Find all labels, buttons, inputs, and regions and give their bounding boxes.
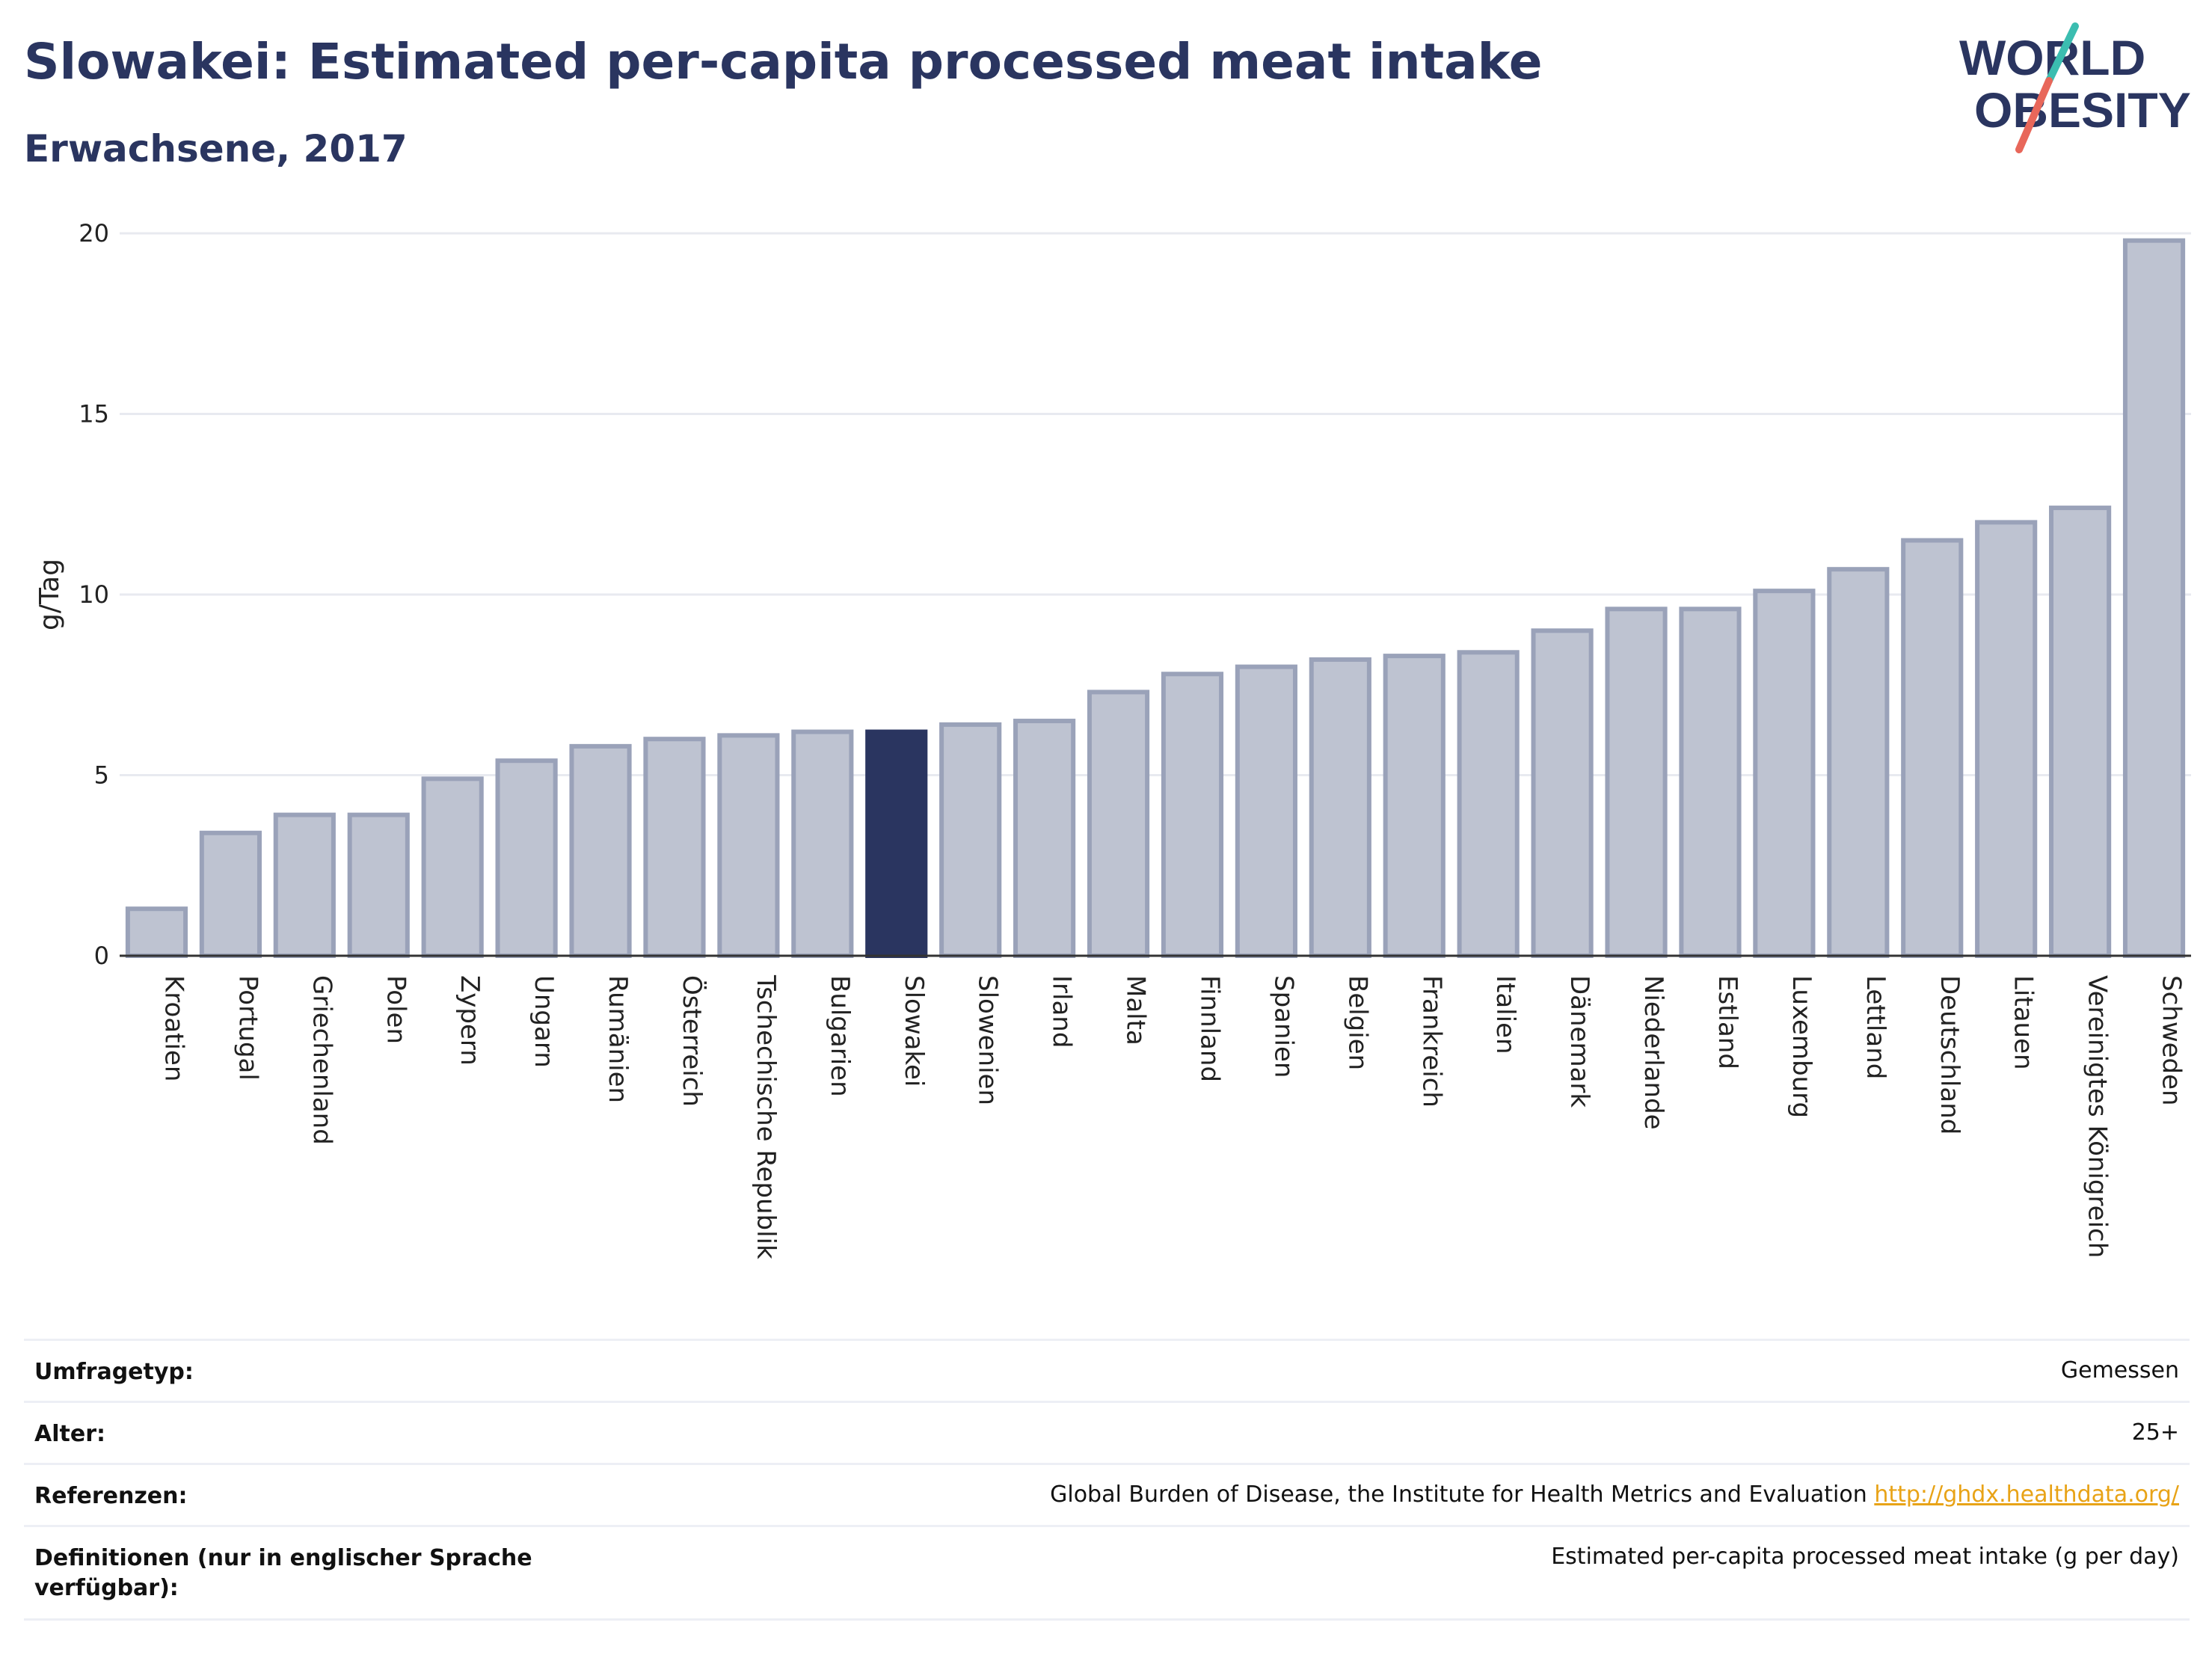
meta-value: 25+ [2131,1419,2179,1446]
x-tick-label: Estland [1712,975,1742,1069]
x-tick-label: Schweden [2157,975,2187,1106]
x-tick-label: Deutschland [1935,975,1964,1134]
y-tick-label: 20 [79,219,109,248]
world-obesity-logo[interactable]: WORLD OBESITY [1944,15,2199,165]
logo-slash-red [2015,77,2053,153]
meta-row-definitions: Definitionen (nur in englischer Sprache … [24,1525,2190,1621]
metadata-table: Umfragetyp: Gemessen Alter: 25+ Referenz… [24,1339,2190,1621]
logo-slash-teal [2045,22,2079,85]
bar-niederlande[interactable] [1605,607,1668,958]
meta-row-age: Alter: 25+ [24,1401,2190,1463]
bar-slowenien[interactable] [939,722,1002,958]
y-tick-labels: 0 5 10 15 20 [79,219,109,970]
meta-label: Definitionen (nur in englischer Sprache … [34,1545,532,1601]
y-tick-label: 0 [94,942,109,970]
x-tick-label: Luxemburg [1787,975,1816,1118]
bar-irland[interactable] [1013,719,1076,958]
x-tick-label: Ungarn [529,975,559,1068]
x-tick-label: Frankreich [1416,975,1446,1108]
meta-value: Global Burden of Disease, the Institute … [1050,1481,2179,1508]
bar-dänemark[interactable] [1531,628,1594,958]
x-tick-label: Bulgarien [825,975,855,1097]
bar-spanien[interactable] [1235,664,1297,958]
bar-lettland[interactable] [1827,567,1890,958]
meta-value: Gemessen [2060,1357,2179,1384]
y-tick-label: 5 [94,761,109,790]
y-tick-label: 15 [79,400,109,429]
x-tick-label: Finnland [1194,975,1224,1082]
bar-slowakei[interactable] [865,729,928,958]
bar-italien[interactable] [1457,650,1520,959]
bar-luxemburg[interactable] [1753,589,1816,958]
x-tick-label: Griechenland [307,975,337,1145]
bar-griechenland[interactable] [273,812,336,958]
x-tick-label: Portugal [233,975,262,1081]
bar-zypern[interactable] [421,776,484,958]
x-tick-label: Litauen [2009,975,2039,1070]
bar-österreich[interactable] [643,737,706,958]
x-tick-label: Italien [1490,975,1520,1054]
bar-rumänien[interactable] [569,743,632,958]
x-tick-label: Slowakei [899,975,929,1087]
bar-kroatien[interactable] [125,906,188,958]
x-tick-label: Dänemark [1564,975,1594,1108]
x-tick-label: Irland [1047,975,1077,1048]
x-tick-label: Spanien [1268,975,1298,1078]
bar-chart: 0 5 10 15 20 Kroatien Portugal Griechenland Pol… [34,219,2191,1259]
bar-tschechische-republik[interactable] [717,733,780,958]
meta-label: Referenzen: [34,1483,188,1509]
bar-schweden[interactable] [2122,238,2186,959]
bars [125,238,2186,959]
meta-label: Umfragetyp: [34,1359,194,1385]
bar-ungarn[interactable] [495,758,558,958]
x-tick-label: Niederlande [1638,975,1668,1130]
x-tick-label: Tschechische Republik [751,974,781,1259]
x-tick-label: Malta [1121,975,1151,1045]
bar-vereinigtes-königreich[interactable] [2049,506,2112,958]
x-tick-label: Polen [381,975,411,1044]
x-tick-label: Zypern [455,975,485,1066]
x-tick-labels: Kroatien Portugal Griechenland Polen Zypern U… [159,974,2186,1259]
logo-text-obesity: OBESITY [1974,82,2191,138]
meta-row-survey-type: Umfragetyp: Gemessen [24,1339,2190,1401]
x-tick-label: Österreich [677,975,707,1107]
meta-row-references: Referenzen: Global Burden of Disease, th… [24,1463,2190,1525]
chart-subtitle: Erwachsene, 2017 [24,127,408,171]
bar-estland[interactable] [1679,607,1742,958]
y-tick-label: 10 [79,580,109,609]
reference-link[interactable]: http://ghdx.healthdata.org/ [1874,1481,2179,1508]
x-tick-label: Lettland [1861,975,1890,1079]
meta-value: Estimated per-capita processed meat inta… [1551,1544,2179,1570]
x-tick-label: Belgien [1342,975,1372,1070]
bar-belgien[interactable] [1309,657,1371,958]
bar-deutschland[interactable] [1901,538,1964,958]
bar-litauen[interactable] [1975,520,2038,958]
x-tick-label: Rumänien [603,975,633,1103]
x-tick-label: Vereinigtes Königreich [2083,975,2113,1258]
x-tick-label: Kroatien [159,975,188,1081]
bar-bulgarien[interactable] [791,729,854,958]
bar-portugal[interactable] [199,830,262,959]
bar-malta[interactable] [1087,690,1150,958]
bar-frankreich[interactable] [1383,654,1446,958]
reference-text: Global Burden of Disease, the Institute … [1050,1481,1867,1508]
meta-label: Alter: [34,1421,105,1447]
x-tick-label: Slowenien [973,975,1003,1105]
y-axis-label: g/Tag [34,559,65,630]
bar-polen[interactable] [347,812,410,958]
bar-finnland[interactable] [1161,672,1224,958]
chart-title: Slowakei: Estimated per-capita processed… [24,33,1543,90]
